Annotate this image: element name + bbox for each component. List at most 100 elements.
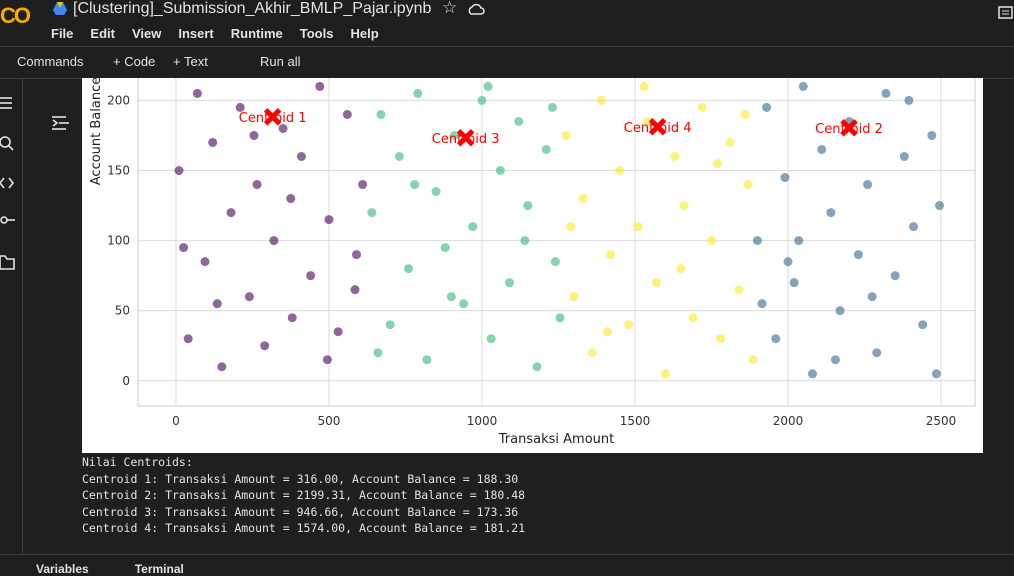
- data-point: [179, 243, 189, 253]
- data-point: [918, 320, 928, 330]
- menu-item[interactable]: Insert: [178, 26, 214, 41]
- logo[interactable]: CO: [0, 3, 31, 28]
- data-point: [835, 306, 845, 316]
- data-point: [550, 257, 560, 267]
- menu-item[interactable]: View: [131, 26, 162, 41]
- data-point: [639, 81, 649, 91]
- data-point: [688, 313, 698, 323]
- data-point: [449, 130, 459, 140]
- data-point: [422, 355, 432, 365]
- data-point: [394, 151, 404, 161]
- data-point: [296, 151, 306, 161]
- menu-item[interactable]: Help: [350, 26, 379, 41]
- data-point: [555, 313, 565, 323]
- toolbar-button[interactable]: Run all: [260, 54, 301, 69]
- status-item[interactable]: Variables: [36, 562, 89, 576]
- data-point: [440, 243, 450, 253]
- y-tick-label: 100: [107, 234, 130, 248]
- sidebar-icons: [0, 97, 15, 270]
- status-item[interactable]: Terminal: [134, 562, 184, 576]
- data-point: [192, 88, 202, 98]
- status-bar: [0, 554, 1014, 571]
- notebook-title[interactable]: [Clustering]_Submission_Akhir_BMLP_Pajar…: [73, 0, 432, 17]
- menu-item[interactable]: File: [51, 26, 74, 41]
- menu-bar: File Edit View Insert Runtime Tools Help: [51, 25, 396, 43]
- menu-item[interactable]: Runtime: [230, 26, 283, 41]
- output-line: Centroid 1: Transaksi Amount = 316.00, A…: [82, 471, 519, 486]
- data-point: [200, 257, 210, 267]
- plot-frame: [137, 78, 976, 407]
- data-point: [771, 334, 781, 344]
- data-point: [757, 299, 767, 309]
- data-point: [410, 180, 420, 190]
- x-axis-label: Transaksi Amount: [498, 432, 614, 447]
- data-point: [324, 215, 334, 225]
- data-point: [373, 348, 383, 358]
- data-point: [881, 88, 891, 98]
- cloud-icon: [468, 3, 485, 15]
- data-point: [385, 320, 395, 330]
- x-tick-label: 2000: [773, 414, 804, 428]
- data-point: [748, 355, 758, 365]
- data-point: [350, 285, 360, 295]
- toolbar: Commands + Code + Text Run all: [0, 54, 1014, 72]
- data-point: [904, 95, 914, 105]
- toolbar-button[interactable]: + Text: [173, 54, 208, 69]
- toolbar-button[interactable]: + Code: [113, 54, 156, 69]
- data-point: [853, 250, 863, 260]
- output-line: Centroid 2: Transaksi Amount = 2199.31, …: [82, 488, 526, 503]
- data-point: [322, 355, 332, 365]
- output-line: Nilai Centroids:: [82, 455, 193, 469]
- data-point: [697, 102, 707, 112]
- data-point: [459, 299, 469, 309]
- data-point: [483, 81, 493, 91]
- data-point: [486, 334, 496, 344]
- data-point: [676, 264, 686, 274]
- menu-item[interactable]: Tools: [299, 26, 334, 41]
- data-point: [807, 369, 817, 379]
- data-point: [249, 130, 259, 140]
- centroid-marker: [456, 129, 475, 147]
- x-tick-label: 2500: [926, 414, 957, 428]
- data-point: [569, 292, 579, 302]
- data-point: [561, 130, 571, 140]
- cell-output: Nilai Centroids: Centroid 1: Transaksi Am…: [82, 455, 525, 538]
- data-point: [826, 208, 836, 218]
- centroid-label: Centroid 4: [624, 121, 692, 136]
- data-point: [495, 166, 505, 176]
- data-point: [404, 264, 414, 274]
- toolbar-button[interactable]: Commands: [17, 54, 84, 69]
- output-toggle-icon[interactable]: [50, 114, 72, 132]
- data-point: [935, 201, 945, 211]
- data-point: [908, 222, 918, 232]
- comments-icon[interactable]: [998, 6, 1014, 20]
- centroid-label: Centroid 2: [815, 122, 883, 137]
- data-point: [633, 222, 643, 232]
- data-point: [431, 187, 441, 197]
- y-tick-label: 150: [107, 164, 130, 178]
- menu-item[interactable]: Edit: [90, 26, 115, 41]
- data-point: [867, 292, 877, 302]
- data-point: [872, 348, 882, 358]
- data-point: [587, 348, 597, 358]
- data-point: [596, 95, 606, 105]
- scatter-plot: 0 500 1000 1500 2000 2500 0 50 100 150 200 Transaks…: [82, 78, 983, 453]
- y-axis-label: Account Balance: [89, 78, 104, 185]
- data-point: [413, 88, 423, 98]
- centroid-label: Centroid 1: [239, 111, 307, 126]
- data-point: [615, 166, 625, 176]
- data-point: [287, 313, 297, 323]
- star-icon[interactable]: ☆: [442, 0, 458, 17]
- data-point: [670, 151, 680, 161]
- data-point: [783, 257, 793, 267]
- data-point: [523, 201, 533, 211]
- data-point: [661, 369, 671, 379]
- data-point: [286, 194, 296, 204]
- data-point: [602, 327, 612, 337]
- data-point: [358, 180, 368, 190]
- data-point: [260, 341, 270, 351]
- data-point: [235, 102, 245, 112]
- data-point: [734, 285, 744, 295]
- sidebar: [0, 79, 23, 554]
